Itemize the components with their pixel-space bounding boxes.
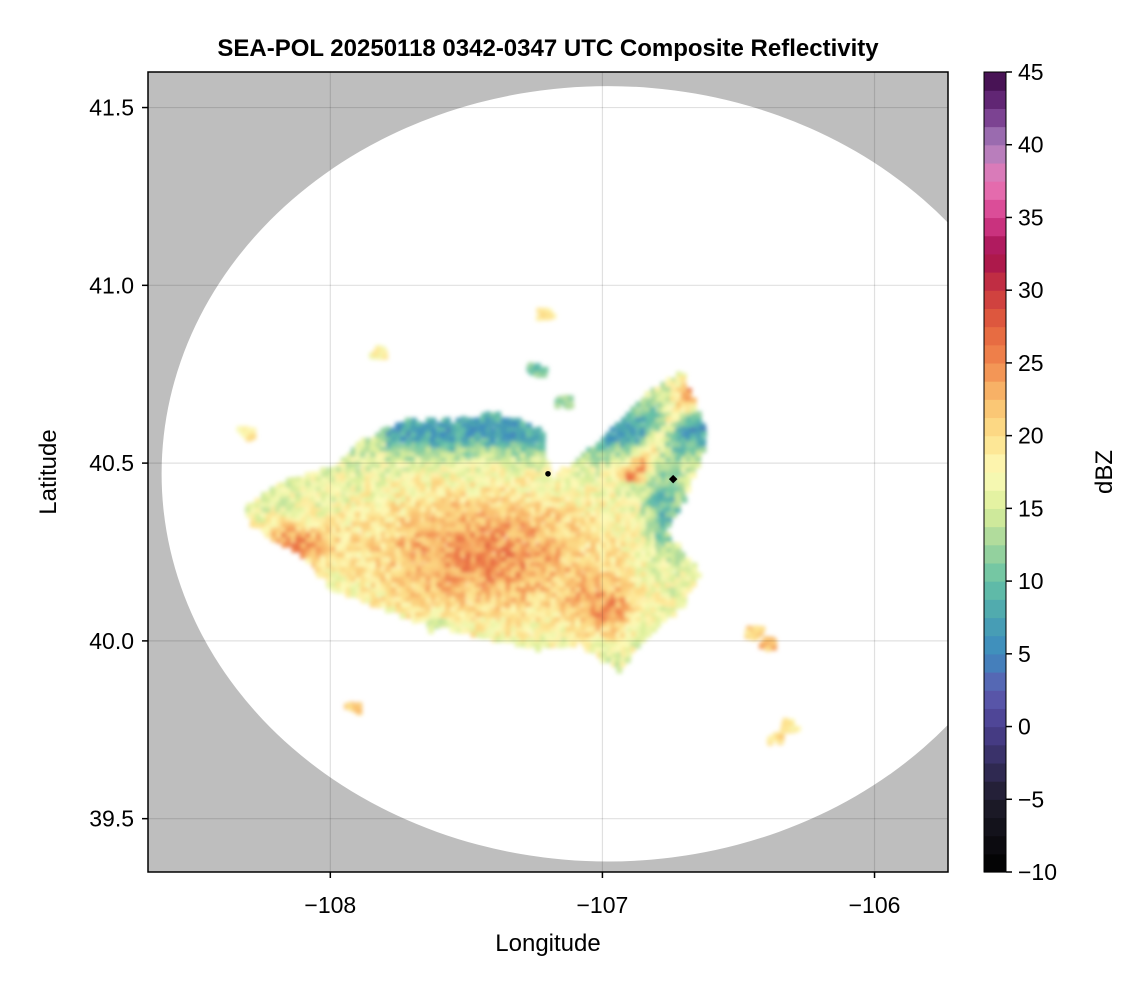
colorbar-bin: [984, 417, 1006, 437]
colorbar-label: dBZ: [1091, 450, 1118, 494]
colorbar-bin: [984, 672, 1006, 691]
colorbar-tick-label: 30: [1018, 277, 1044, 303]
colorbar-bin: [984, 399, 1006, 419]
colorbar: −10 −5 0 5 10 15 20 25 30 35 40 45: [983, 59, 1057, 885]
colorbar-bin: [984, 799, 1006, 819]
colorbar-bin: [984, 726, 1006, 746]
colorbar-bin: [984, 181, 1006, 200]
colorbar-tick-label: 20: [1018, 423, 1044, 449]
colorbar-bin: [984, 435, 1006, 455]
x-axis: −108 −107 −106: [304, 872, 900, 918]
colorbar-bin: [984, 817, 1006, 837]
colorbar-bin: [984, 126, 1006, 146]
reflectivity-pixels: [236, 307, 801, 746]
colorbar-bin: [984, 72, 1006, 91]
colorbar-bin: [984, 762, 1006, 782]
x-tick-label: −107: [577, 892, 629, 918]
colorbar-bin: [984, 290, 1006, 309]
plot-area: [148, 72, 948, 872]
colorbar-bin: [984, 144, 1006, 164]
colorbar-bin: [984, 344, 1006, 364]
markers: [545, 470, 678, 484]
x-tick-label: −108: [304, 892, 356, 918]
colorbar-bin: [984, 362, 1006, 382]
colorbar-bin: [984, 90, 1006, 109]
colorbar-bin: [984, 235, 1006, 255]
grid-lines: [148, 72, 948, 872]
colorbar-bin: [984, 562, 1006, 582]
colorbar-bin: [984, 653, 1006, 673]
colorbar-tick-label: 15: [1018, 495, 1044, 521]
y-axis-label: Latitude: [35, 429, 62, 514]
colorbar-bin: [984, 781, 1006, 800]
x-axis-label: Longitude: [495, 930, 600, 957]
colorbar-bin: [984, 544, 1006, 564]
colorbar-bin: [984, 162, 1006, 182]
colorbar-bin: [984, 526, 1006, 546]
y-tick-label: 41.0: [89, 272, 134, 298]
colorbar-bin: [984, 326, 1006, 346]
reflectivity-field: [236, 307, 801, 746]
radar-coverage: [161, 85, 948, 863]
colorbar-bin: [984, 308, 1006, 328]
colorbar-bin: [984, 381, 1006, 400]
colorbar-bin: [984, 853, 1006, 873]
colorbar-bin: [984, 199, 1006, 219]
colorbar-tick-label: 25: [1018, 350, 1044, 376]
colorbar-bin: [984, 708, 1006, 728]
chart-title: SEA-POL 20250118 0342-0347 UTC Composite…: [217, 35, 879, 62]
colorbar-bin: [984, 217, 1006, 237]
colorbar-bin: [984, 744, 1006, 764]
plot-frame: [147, 71, 949, 873]
colorbar-bin: [984, 108, 1006, 128]
colorbar-tick-label: −5: [1018, 786, 1044, 812]
colorbar-tick-label: 5: [1018, 641, 1031, 667]
x-tick-label: −106: [849, 892, 901, 918]
y-tick-label: 40.5: [89, 450, 134, 476]
colorbar-frame: [983, 71, 1007, 873]
colorbar-bin: [984, 508, 1006, 528]
colorbar-tick-label: 35: [1018, 204, 1044, 230]
radar-site-marker: [545, 470, 551, 477]
y-tick-label: 39.5: [89, 806, 134, 832]
colorbar-bin: [984, 272, 1006, 291]
colorbar-bin: [984, 599, 1006, 619]
colorbar-bin: [984, 635, 1006, 655]
colorbar-bin: [984, 617, 1006, 637]
colorbar-bin: [984, 835, 1006, 855]
y-tick-label: 41.5: [89, 95, 134, 121]
colorbar-bin: [984, 690, 1006, 709]
colorbar-bin: [984, 472, 1006, 491]
point-marker: [668, 474, 678, 484]
colorbar-bin: [984, 490, 1006, 509]
colorbar-tick-label: −10: [1018, 859, 1057, 885]
colorbar-tick-label: 0: [1018, 714, 1031, 740]
y-axis: 39.5 40.0 40.5 41.0 41.5: [89, 95, 148, 832]
colorbar-bin: [984, 581, 1006, 600]
colorbar-tick-label: 45: [1018, 59, 1044, 85]
colorbar-tick-label: 40: [1018, 132, 1044, 158]
colorbar-tick-label: 10: [1018, 568, 1044, 594]
y-tick-label: 40.0: [89, 628, 134, 654]
colorbar-bin: [984, 253, 1006, 273]
colorbar-bin: [984, 453, 1006, 473]
